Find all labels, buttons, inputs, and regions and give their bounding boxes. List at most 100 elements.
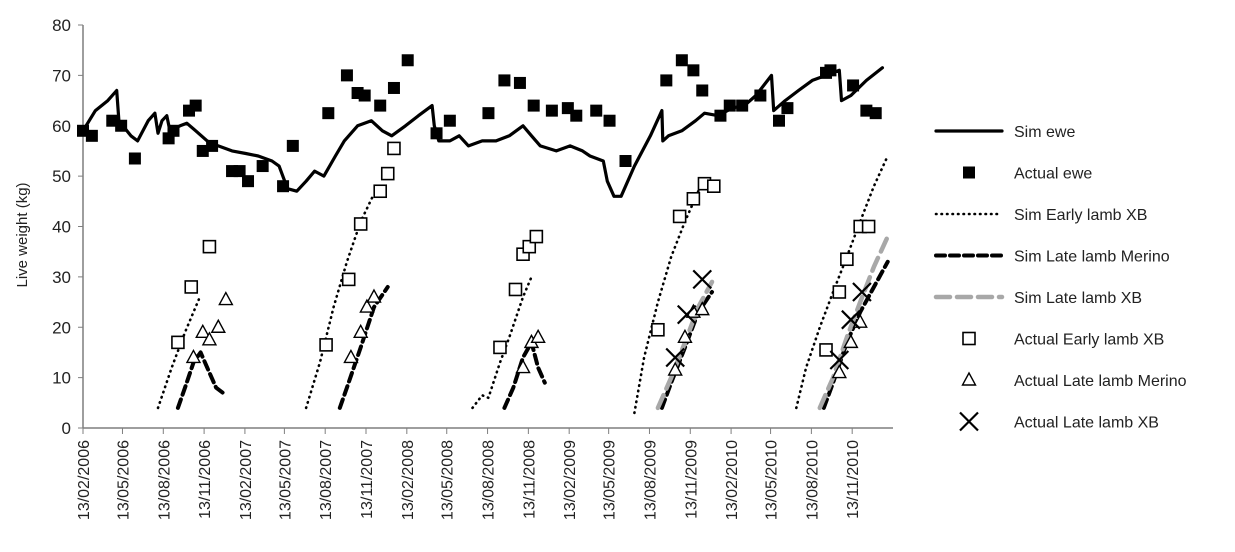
x-tick-label: 13/11/2006 bbox=[197, 440, 214, 519]
data-point-actual_ewe bbox=[723, 99, 736, 112]
data-point-actual_late_xb bbox=[676, 304, 697, 325]
x-tick-label: 13/11/2007 bbox=[359, 440, 376, 519]
data-point-actual_early_xb bbox=[353, 217, 368, 231]
data-point-actual_late_merino bbox=[353, 323, 369, 338]
data-point-actual_ewe bbox=[128, 152, 141, 165]
data-point-actual_ewe bbox=[619, 155, 632, 168]
data-point-actual_ewe bbox=[482, 107, 495, 120]
data-point-actual_ewe bbox=[772, 114, 785, 127]
data-point-actual_early_xb bbox=[184, 280, 199, 294]
data-point-actual_late_merino bbox=[530, 328, 546, 344]
x-tick-label: 13/05/2006 bbox=[115, 440, 132, 520]
data-point-actual_late_xb bbox=[829, 350, 850, 370]
data-point-actual_late_merino bbox=[218, 291, 234, 306]
series-line-sim_early_xb bbox=[633, 189, 700, 415]
data-point-actual_early_xb bbox=[319, 338, 333, 352]
data-point-actual_late_merino bbox=[843, 333, 859, 349]
data-point-actual_ewe bbox=[196, 144, 209, 157]
y-tick-label: 70 bbox=[52, 66, 71, 85]
series-line-sim_early_xb bbox=[304, 192, 376, 410]
y-tick-label: 60 bbox=[52, 117, 71, 136]
data-point-actual_early_xb bbox=[373, 184, 388, 199]
x-tick-label: 13/08/2007 bbox=[318, 440, 335, 520]
data-point-actual_late_merino bbox=[515, 359, 531, 374]
legend-label-sim_late_xb: Sim Late lamb XB bbox=[1014, 290, 1142, 307]
y-tick-label: 20 bbox=[52, 318, 71, 337]
y-tick-label: 0 bbox=[62, 419, 71, 438]
data-point-actual_ewe bbox=[498, 74, 511, 87]
data-point-actual_ewe bbox=[675, 54, 688, 67]
data-point-actual_ewe bbox=[189, 99, 202, 112]
data-point-actual_ewe bbox=[714, 109, 727, 122]
data-point-actual_ewe bbox=[781, 102, 794, 115]
legend-label-sim_late_merino: Sim Late lamb Merino bbox=[1014, 249, 1170, 266]
series-line-sim_late_merino bbox=[821, 259, 890, 410]
x-tick-label: 13/11/2009 bbox=[683, 440, 700, 519]
data-point-actual_early_xb bbox=[341, 272, 356, 287]
series-line-sim_ewe bbox=[81, 66, 884, 198]
series-line-sim_early_xb bbox=[795, 154, 889, 410]
data-point-actual_ewe bbox=[387, 81, 400, 94]
y-tick-label: 50 bbox=[52, 167, 71, 186]
markers-group bbox=[77, 54, 882, 379]
x-tick-label: 13/11/2008 bbox=[521, 440, 538, 519]
y-axis-label: Live weight (kg) bbox=[14, 182, 31, 287]
x-tick-label: 13/05/2008 bbox=[440, 440, 457, 520]
data-point-actual_ewe bbox=[754, 89, 767, 102]
x-tick-label: 13/08/2008 bbox=[481, 440, 498, 520]
x-tick-label: 13/11/2010 bbox=[845, 440, 862, 519]
y-tick-label: 80 bbox=[52, 16, 71, 35]
data-point-actual_early_xb bbox=[706, 179, 721, 193]
data-point-actual_late_xb bbox=[665, 347, 685, 368]
data-point-actual_late_xb bbox=[852, 282, 872, 302]
data-point-actual_early_xb bbox=[672, 209, 687, 224]
x-tick-label: 13/05/2009 bbox=[602, 440, 619, 520]
data-point-actual_ewe bbox=[443, 114, 456, 127]
data-point-actual_early_xb bbox=[686, 191, 701, 206]
data-point-actual_ewe bbox=[206, 139, 219, 152]
data-point-actual_ewe bbox=[286, 139, 299, 152]
data-point-actual_late_merino bbox=[201, 331, 218, 346]
data-point-actual_ewe bbox=[513, 76, 526, 89]
data-point-actual_ewe bbox=[233, 165, 246, 178]
series-line-sim_early_xb bbox=[156, 298, 201, 410]
legend-label-actual_late_xb: Actual Late lamb XB bbox=[1014, 415, 1159, 432]
data-point-actual_ewe bbox=[590, 104, 603, 117]
data-point-actual_ewe bbox=[736, 99, 749, 112]
series-line-sim_late_xb bbox=[655, 279, 715, 411]
data-point-actual_ewe bbox=[545, 104, 558, 117]
data-point-actual_ewe bbox=[603, 114, 616, 127]
x-tick-label: 13/08/2006 bbox=[156, 440, 173, 520]
data-point-actual_ewe bbox=[358, 89, 371, 102]
data-point-actual_ewe bbox=[847, 79, 860, 92]
axes bbox=[78, 24, 893, 434]
data-point-actual_ewe bbox=[570, 109, 583, 122]
data-point-actual_early_xb bbox=[202, 239, 217, 254]
data-point-actual_early_xb bbox=[171, 335, 185, 350]
data-point-actual_early_xb bbox=[522, 239, 537, 254]
data-point-actual_early_xb bbox=[651, 322, 665, 337]
data-point-actual_ewe bbox=[340, 69, 353, 82]
series-line-sim_early_xb bbox=[471, 275, 533, 410]
tick-labels: 0 10 20 30 40 50 60 70 80 13/02/2006 13/05/2006 13/… bbox=[52, 16, 862, 520]
data-point-actual_late_merino bbox=[366, 288, 382, 303]
x-tick-label: 13/02/2010 bbox=[724, 440, 741, 520]
data-point-actual_late_xb bbox=[692, 269, 713, 290]
data-point-actual_ewe bbox=[824, 64, 837, 77]
data-point-actual_early_xb bbox=[840, 252, 854, 267]
data-point-actual_ewe bbox=[167, 124, 180, 137]
y-tick-label: 30 bbox=[52, 268, 71, 287]
data-point-actual_late_merino bbox=[694, 301, 710, 316]
data-point-actual_ewe bbox=[869, 107, 882, 120]
data-point-actual_ewe bbox=[430, 127, 443, 140]
x-tick-label: 13/08/2010 bbox=[804, 440, 821, 520]
data-point-actual_ewe bbox=[256, 160, 269, 173]
data-point-actual_early_xb bbox=[380, 166, 395, 181]
legend: Sim ewe Actual ewe Sim Early lamb XB Sim La… bbox=[933, 124, 1187, 432]
series-line-sim_late_merino bbox=[175, 350, 225, 410]
data-point-actual_late_merino bbox=[185, 349, 202, 364]
data-point-actual_late_merino bbox=[667, 361, 683, 376]
data-point-actual_ewe bbox=[242, 175, 255, 188]
